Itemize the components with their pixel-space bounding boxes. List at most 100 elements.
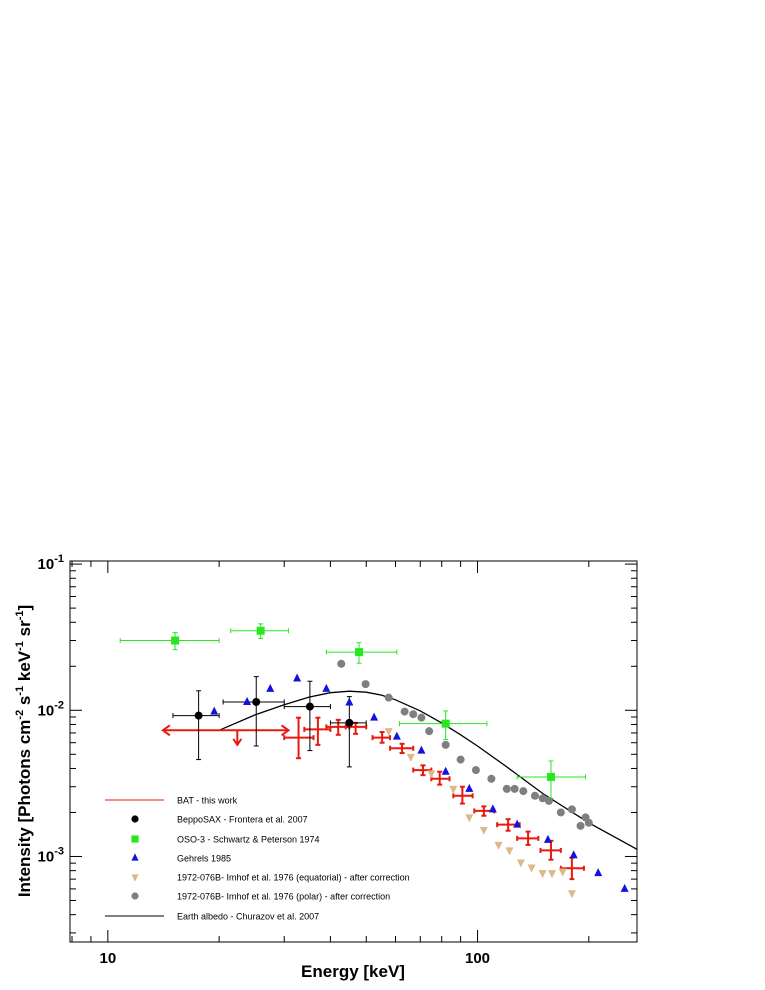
series-2-marker	[355, 648, 364, 657]
series-3-point	[488, 804, 497, 813]
series-5-marker	[584, 818, 593, 827]
series-3-point	[465, 783, 474, 792]
series-5-point	[400, 707, 409, 716]
series-4-point	[527, 864, 536, 873]
series-4-point	[449, 785, 458, 794]
series-4-marker	[494, 841, 503, 850]
series-0-point	[412, 764, 433, 777]
series-4-marker	[465, 814, 474, 823]
legend-swatch	[131, 853, 139, 861]
series-2-marker	[256, 626, 265, 635]
series-5-marker	[487, 774, 496, 783]
series-3-marker	[243, 696, 252, 705]
series-3-marker	[266, 683, 275, 692]
legend-swatch	[131, 892, 139, 900]
series-0-point	[539, 839, 562, 861]
series-3-point	[620, 883, 629, 892]
series-3-point	[322, 683, 331, 692]
legend-label: 1972-076B- Imhof et al. 1976 (polar) - a…	[177, 892, 390, 902]
series-3-point	[293, 673, 302, 682]
series-2-point	[398, 710, 488, 741]
bat-right-arrowhead	[280, 724, 291, 737]
legend-label: BeppoSAX - Frontera et al. 2007	[177, 815, 308, 825]
series-5-point	[556, 808, 565, 817]
series-1-marker	[194, 711, 203, 720]
series-0-point	[452, 785, 474, 805]
series-4-marker	[479, 826, 488, 835]
series-5-marker	[384, 693, 393, 702]
series-5-point	[384, 693, 393, 702]
series-5-marker	[576, 821, 585, 830]
legend-label: Gehrels 1985	[177, 854, 231, 864]
series-5-point	[471, 766, 480, 775]
series-3-point	[543, 834, 552, 843]
series-5-marker	[400, 707, 409, 716]
series-4-marker	[558, 868, 567, 877]
series-4-point	[558, 868, 567, 877]
series-4-point	[406, 753, 415, 762]
series-5-marker	[337, 659, 346, 668]
series-3-point	[392, 731, 401, 740]
series-4-point	[538, 870, 547, 879]
series-5-marker	[538, 794, 547, 803]
series-4-marker	[384, 728, 393, 737]
series-4-point	[505, 847, 514, 856]
series-5-marker	[409, 710, 418, 719]
y-tick-label-1e-1: 10-1	[38, 553, 64, 573]
y-tick-label-1e-3: 10-3	[38, 845, 64, 865]
series-5-marker	[471, 766, 480, 775]
legend-label: OSO-3 - Schwartz & Peterson 1974	[177, 835, 320, 845]
series-0-point	[516, 830, 540, 846]
legend-item: Earth albedo - Churazov et al. 2007	[105, 912, 319, 922]
series-5-point	[361, 680, 370, 689]
series-3-marker	[322, 683, 331, 692]
legend-label: 1972-076B- Imhof et al. 1976 (equatorial…	[177, 873, 410, 883]
series-5-point	[337, 659, 346, 668]
series-4-point	[516, 859, 525, 868]
series-3-marker	[543, 834, 552, 843]
series-0-point	[371, 731, 392, 744]
series-4-marker	[527, 864, 536, 873]
series-5-marker	[361, 680, 370, 689]
series-4-marker	[516, 859, 525, 868]
series-2-point	[325, 642, 398, 664]
y-tick-label-1e-2: 10-2	[38, 699, 64, 719]
legend-label: BAT - this work	[177, 796, 238, 806]
plot-frame	[69, 560, 638, 943]
series-3-point	[266, 683, 275, 692]
series-3-marker	[488, 804, 497, 813]
legend-item: 1972-076B- Imhof et al. 1976 (polar) - a…	[131, 892, 390, 902]
series-5-point	[502, 784, 511, 793]
series-2-point	[119, 632, 220, 651]
series-3-marker	[293, 673, 302, 682]
series-4-marker	[567, 890, 576, 899]
series-3-point	[441, 766, 450, 775]
series-0-point	[389, 742, 415, 755]
data-markers-layer	[119, 623, 629, 899]
series-4-marker	[427, 770, 436, 779]
series-3-marker	[392, 731, 401, 740]
series-5-point	[530, 791, 539, 800]
series-3-marker	[345, 697, 354, 706]
series-3-point	[243, 696, 252, 705]
axis-ticks	[70, 561, 637, 942]
series-3-point	[594, 868, 603, 877]
series-1-marker	[345, 718, 354, 727]
series-5-point	[510, 784, 519, 793]
x-tick-label-10: 10	[100, 950, 117, 967]
series-5-point	[487, 774, 496, 783]
series-5-marker	[441, 740, 450, 749]
series-5-point	[544, 796, 553, 805]
series-5-point	[417, 713, 426, 722]
series-3-marker	[594, 868, 603, 877]
series-5-marker	[510, 784, 519, 793]
series-5-point	[576, 821, 585, 830]
earth-albedo-layer	[218, 690, 638, 850]
series-4-marker	[505, 847, 514, 856]
series-2-marker	[546, 772, 555, 781]
series-5-marker	[456, 755, 465, 764]
series-5-point	[441, 740, 450, 749]
series-2-marker	[441, 719, 450, 728]
series-3-point	[210, 706, 219, 715]
